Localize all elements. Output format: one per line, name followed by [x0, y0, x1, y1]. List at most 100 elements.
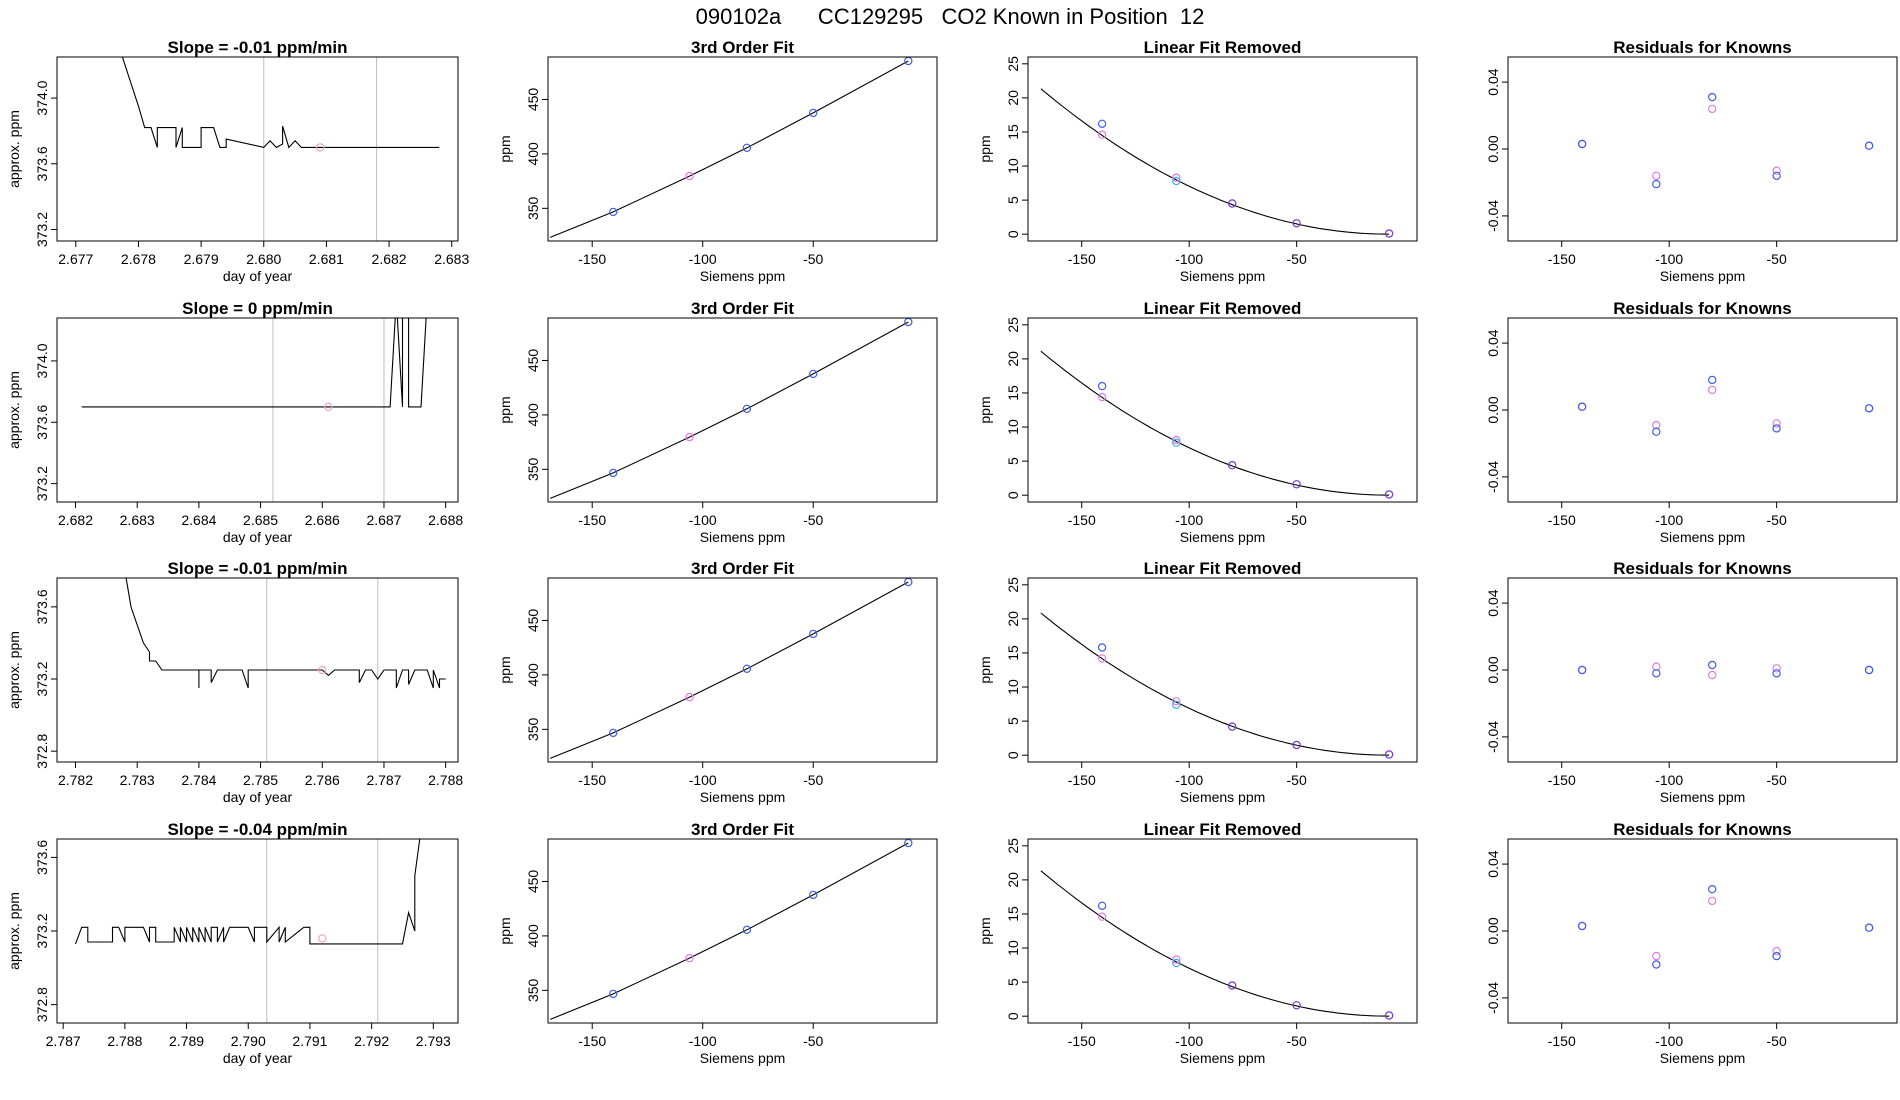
data-point	[1172, 955, 1181, 964]
data-point	[1227, 461, 1237, 470]
panel-title: Slope = -0.01 ppm/min	[168, 38, 348, 57]
data-point	[809, 629, 818, 639]
x-axis-label: Siemens ppm	[700, 268, 786, 284]
x-axis-label: Siemens ppm	[1660, 1050, 1746, 1066]
x-tick-label: -50	[803, 251, 823, 267]
y-tick-label: 5	[1005, 978, 1021, 986]
data-point	[1097, 119, 1107, 129]
data-point	[1707, 896, 1717, 906]
x-tick-label: 2.786	[305, 772, 340, 788]
panel-r3-c3: -150 -100 -50 0 5 10 15 20 25 Linear Fit Removed S…	[977, 559, 1418, 805]
series-line	[81, 318, 427, 408]
panel-r4-c2: -150 -100 -50 350 400 450 3rd Order Fit Siemens…	[497, 820, 938, 1066]
data-point	[1707, 385, 1717, 395]
x-tick-label: -100	[689, 512, 717, 528]
x-axis-label: Siemens ppm	[1180, 529, 1266, 545]
x-tick-label: 2.787	[46, 1033, 81, 1049]
y-tick-label: 374.0	[34, 343, 50, 378]
x-tick-label: 2.677	[58, 251, 93, 267]
data-point	[609, 728, 618, 738]
y-axis-label: ppm	[977, 917, 993, 944]
x-axis-label: Siemens ppm	[1180, 268, 1266, 284]
x-tick-label: 2.682	[58, 512, 93, 528]
data-point	[685, 432, 694, 442]
data-point	[609, 468, 618, 478]
data-point	[1577, 921, 1587, 931]
x-axis-label: Siemens ppm	[1660, 529, 1746, 545]
x-tick-label: 2.793	[416, 1033, 451, 1049]
data-point	[609, 989, 618, 999]
data-point	[1227, 981, 1237, 990]
data-point	[685, 171, 694, 181]
y-tick-label: 10	[1005, 679, 1021, 695]
data-point	[809, 369, 818, 379]
plot-frame	[1507, 56, 1898, 242]
y-tick-label: 25	[1005, 838, 1021, 854]
fit-curve	[549, 60, 909, 238]
data-point	[1384, 1011, 1394, 1020]
y-axis-label: approx. ppm	[6, 892, 22, 970]
plot-frame	[547, 317, 938, 503]
panel-r3-c2: -150 -100 -50 350 400 450 3rd Order Fit Siemens…	[497, 559, 938, 805]
fit-curve	[1040, 350, 1390, 496]
x-tick-label: -150	[1068, 251, 1096, 267]
y-tick-label: 15	[1005, 645, 1021, 661]
y-axis-label: approx. ppm	[6, 631, 22, 709]
data-point	[1097, 381, 1107, 391]
data-point	[1384, 490, 1394, 499]
data-point	[1172, 435, 1181, 445]
x-axis-label: Siemens ppm	[1180, 789, 1266, 805]
data-point	[1097, 392, 1107, 402]
panel-r2-c2: -150 -100 -50 350 400 450 3rd Order Fit Siemens…	[497, 299, 938, 545]
y-tick-label: 373.2	[34, 661, 50, 696]
data-point	[1652, 960, 1661, 969]
x-tick-label: -150	[1548, 772, 1576, 788]
series-line	[125, 578, 446, 689]
panel-title: 3rd Order Fit	[691, 299, 794, 318]
data-point	[1172, 697, 1181, 706]
data-point	[685, 692, 694, 702]
y-tick-label: 5	[1005, 196, 1021, 204]
x-axis-label: Siemens ppm	[700, 529, 786, 545]
plot-frame	[56, 838, 459, 1024]
x-tick-label: 2.783	[120, 772, 155, 788]
x-tick-label: -150	[578, 251, 606, 267]
x-tick-label: 2.683	[434, 251, 469, 267]
y-tick-label: 400	[525, 663, 541, 687]
y-axis-label: ppm	[977, 656, 993, 683]
y-tick-label: 25	[1005, 577, 1021, 593]
panel-r1-c3: -150 -100 -50 0 5 10 15 20 25 Linear Fit Removed S…	[977, 38, 1418, 284]
data-point	[316, 143, 325, 152]
x-tick-label: 2.682	[372, 251, 407, 267]
y-axis-label: approx. ppm	[6, 371, 22, 449]
x-tick-label: -100	[689, 251, 717, 267]
data-point	[1772, 171, 1781, 180]
panel-r2-c3: -150 -100 -50 0 5 10 15 20 25 Linear Fit Removed S…	[977, 299, 1418, 545]
x-tick-label: 2.792	[354, 1033, 389, 1049]
data-point	[1707, 92, 1717, 102]
x-tick-label: 2.678	[121, 251, 156, 267]
data-point	[1097, 654, 1107, 663]
x-tick-label: -100	[689, 772, 717, 788]
panel-title: Residuals for Knowns	[1613, 38, 1792, 57]
x-tick-label: -100	[1175, 1033, 1203, 1049]
x-tick-label: -100	[1655, 772, 1683, 788]
plot-frame	[56, 317, 459, 503]
x-axis-label: day of year	[223, 1050, 293, 1066]
data-point	[324, 402, 333, 412]
x-axis-label: Siemens ppm	[700, 1050, 786, 1066]
fit-curve	[549, 842, 909, 1020]
x-axis-label: Siemens ppm	[1660, 268, 1746, 284]
plot-frame	[1027, 577, 1418, 763]
x-tick-label: 2.681	[309, 251, 344, 267]
panel-r1-c1: 2.677 2.678 2.679 2.680 2.681 2.682 2.683 373.2…	[6, 38, 469, 284]
y-tick-label: 400	[525, 142, 541, 166]
x-tick-label: 2.791	[292, 1033, 327, 1049]
y-axis-label: ppm	[977, 135, 993, 162]
x-tick-label: 2.686	[305, 512, 340, 528]
data-point	[1097, 901, 1107, 911]
x-tick-label: -150	[1068, 772, 1096, 788]
y-tick-label: 0.00	[1485, 656, 1501, 683]
panel-title: Residuals for Knowns	[1613, 299, 1792, 318]
